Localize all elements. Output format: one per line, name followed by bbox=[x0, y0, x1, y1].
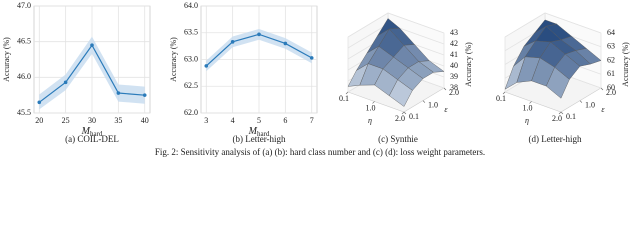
x-tick bbox=[401, 111, 405, 115]
z-tick-label: 41 bbox=[450, 50, 458, 59]
z-axis-label: Accuracy (%) bbox=[464, 42, 473, 87]
surface-patch bbox=[389, 79, 413, 107]
y-tick-label: 2.0 bbox=[449, 88, 459, 97]
point bbox=[283, 41, 288, 46]
x-tick bbox=[558, 111, 562, 115]
chart-caption: (c) Synthie bbox=[378, 134, 418, 144]
x-tick-label: 0.1 bbox=[339, 94, 349, 103]
z-tick-label: 39 bbox=[450, 72, 458, 81]
grid-line bbox=[347, 12, 445, 38]
x-tick bbox=[372, 101, 375, 104]
y-tick-label: 63.0 bbox=[184, 54, 198, 63]
y-tick bbox=[422, 100, 426, 103]
y-tick bbox=[600, 87, 604, 91]
x-tick-label: 4 bbox=[231, 116, 235, 125]
z-tick-label: 60 bbox=[607, 83, 615, 92]
y-tick-label: 63.5 bbox=[184, 28, 198, 37]
x-axis-label: η bbox=[368, 116, 372, 125]
x-tick-label: 30 bbox=[88, 116, 96, 125]
y-tick-label: 45.5 bbox=[17, 108, 31, 117]
x-tick bbox=[345, 91, 349, 95]
x-tick-label: 25 bbox=[62, 116, 70, 125]
x-tick-label: 6 bbox=[283, 116, 287, 125]
z-axis-label: Accuracy (%) bbox=[621, 42, 630, 87]
x-axis-label-main: M bbox=[248, 126, 258, 137]
z-tick-label: 63 bbox=[607, 42, 615, 51]
y-tick-label: 1.0 bbox=[428, 100, 438, 109]
y-axis-label: Accuracy (%) bbox=[2, 37, 11, 82]
x-axis-label: Mhard bbox=[248, 126, 270, 137]
chart-caption: (a) COIL-DEL bbox=[65, 134, 119, 144]
y-tick bbox=[560, 111, 564, 115]
z-tick-label: 42 bbox=[450, 39, 458, 48]
y-tick-label: 46.5 bbox=[17, 36, 31, 45]
point bbox=[37, 100, 42, 105]
x-tick-label: 3 bbox=[204, 116, 208, 125]
y-tick-label: 0.1 bbox=[409, 112, 419, 121]
y-tick bbox=[403, 111, 407, 115]
x-tick-label: 40 bbox=[141, 116, 149, 125]
y-tick-label: 1.0 bbox=[585, 100, 595, 109]
x-axis-label: Mhard bbox=[81, 126, 103, 137]
x-axis-label-main: M bbox=[81, 126, 91, 137]
z-tick-label: 40 bbox=[450, 61, 458, 70]
z-tick-label: 38 bbox=[450, 83, 458, 92]
point bbox=[204, 64, 209, 68]
z-tick-label: 62 bbox=[607, 55, 615, 64]
point bbox=[63, 80, 68, 85]
x-tick-label: 1.0 bbox=[523, 103, 533, 112]
x-tick-label: 7 bbox=[310, 116, 314, 125]
x-tick-label: 5 bbox=[257, 116, 261, 125]
z-tick-label: 64 bbox=[607, 28, 615, 37]
y-tick-label: 62.5 bbox=[184, 81, 198, 90]
error-band bbox=[206, 29, 312, 72]
figure: Fig. 2: Sensitivity analysis of (a) (b):… bbox=[2, 1, 630, 157]
z-tick-label: 61 bbox=[607, 69, 615, 78]
x-tick bbox=[502, 91, 506, 95]
chart-caption: (b) Letter-high bbox=[232, 134, 286, 144]
x-tick-label: 0.1 bbox=[496, 94, 506, 103]
page: {"caption": "Fig. 2: Sensitivity analysi… bbox=[1, 0, 630, 158]
y-tick-label: 47.0 bbox=[17, 1, 31, 10]
y-tick bbox=[443, 87, 447, 91]
point bbox=[116, 91, 121, 95]
z-tick-label: 43 bbox=[450, 28, 458, 37]
x-tick-label: 35 bbox=[114, 116, 122, 125]
y-tick-label: 62.0 bbox=[184, 108, 198, 117]
y-axis-label: Accuracy (%) bbox=[169, 37, 178, 82]
surface-patch bbox=[546, 66, 570, 99]
x-tick-label: 2.0 bbox=[395, 114, 405, 123]
x-tick bbox=[529, 101, 532, 104]
y-tick-label: 64.0 bbox=[184, 1, 198, 10]
grid-line bbox=[504, 12, 602, 38]
x-axis-label-sub: hard bbox=[257, 130, 270, 138]
point bbox=[230, 40, 235, 44]
point bbox=[142, 93, 147, 97]
y-axis-label: ε bbox=[444, 105, 448, 114]
y-tick-label: 0.1 bbox=[566, 112, 576, 121]
y-tick bbox=[579, 100, 583, 103]
x-axis-label-sub: hard bbox=[90, 130, 103, 138]
point bbox=[309, 56, 314, 60]
x-axis-label: η bbox=[525, 116, 529, 125]
x-tick-label: 2.0 bbox=[552, 114, 562, 123]
y-axis-label: ε bbox=[601, 105, 605, 114]
y-tick-label: 2.0 bbox=[606, 88, 616, 97]
figure-caption: Fig. 2: Sensitivity analysis of (a) (b):… bbox=[155, 147, 485, 157]
chart-caption: (d) Letter-high bbox=[528, 134, 582, 144]
point bbox=[90, 43, 94, 48]
x-tick-label: 20 bbox=[35, 116, 43, 125]
y-tick-label: 46.0 bbox=[17, 72, 31, 81]
point bbox=[257, 32, 261, 37]
x-tick-label: 1.0 bbox=[366, 103, 376, 112]
